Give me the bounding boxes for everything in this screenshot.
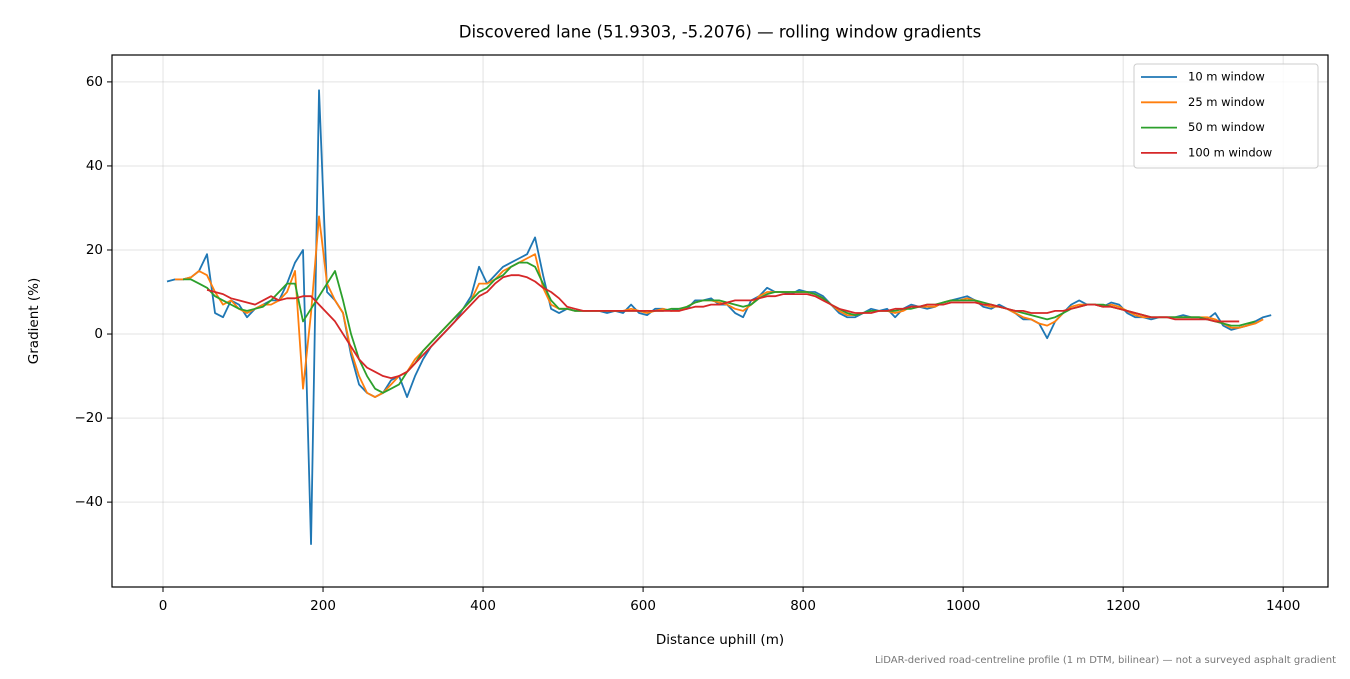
line-series — [175, 215, 1264, 398]
x-tick-label: 0 — [159, 598, 168, 614]
legend-box — [1133, 63, 1319, 169]
chart-title: Discovered lane (51.9303, -5.2076) — rol… — [459, 23, 981, 42]
y-tick-label: −40 — [75, 494, 104, 510]
x-axis-label: Distance uphill (m) — [656, 632, 784, 648]
y-tick-label: −20 — [75, 410, 104, 426]
x-tick-label: 1200 — [1106, 598, 1140, 614]
x-tick-label: 400 — [470, 598, 496, 614]
legend-label: 25 m window — [1188, 95, 1265, 109]
plot-frame — [111, 54, 1329, 588]
y-tick-label: 0 — [94, 326, 103, 342]
y-tick-label: 20 — [86, 242, 103, 258]
legend-label: 10 m window — [1188, 70, 1265, 84]
footnote: LiDAR-derived road-centreline profile (1… — [875, 655, 1336, 666]
y-tick-label: 60 — [86, 74, 103, 90]
y-axis-label: Gradient (%) — [26, 278, 42, 364]
x-tick-label: 1400 — [1266, 598, 1300, 614]
x-tick-label: 200 — [310, 598, 336, 614]
x-tick-label: 600 — [630, 598, 656, 614]
legend-label: 100 m window — [1188, 145, 1272, 159]
legend-label: 50 m window — [1188, 120, 1265, 134]
x-tick-label: 800 — [790, 598, 816, 614]
line-series — [206, 274, 1240, 380]
x-tick-label: 1000 — [946, 598, 980, 614]
y-tick-label: 40 — [86, 158, 103, 174]
